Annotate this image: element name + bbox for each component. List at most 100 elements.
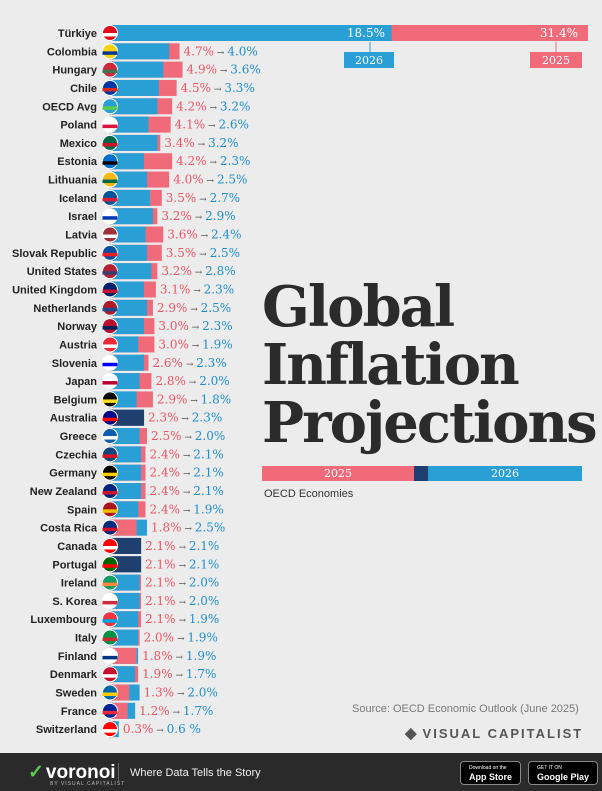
value-label-2026: 2.0% [195,429,226,443]
flag-stripe [102,87,118,92]
bar-2026 [110,354,145,371]
value-label-2025: 4.0% [173,173,204,187]
value-label-2026: 2.0% [189,576,220,590]
category-label: Costa Rica [40,523,98,535]
value-label: 2.9% → 2.5% [157,301,231,315]
bar-2026 [110,574,140,591]
bar-2026 [110,189,150,206]
value-label: 0.3% → 0.6 % [123,722,201,736]
value-label-2025: 2.4% [150,484,181,498]
value-label-2025: 1.3% [144,686,175,700]
value-label: 4.5% → 3.3% [181,81,255,95]
year-tag-2026-label: 2026 [355,54,383,67]
value-label-2026: 1.9% [202,337,233,351]
category-label: Switzerland [36,724,97,736]
value-label-2026: 2.3% [196,356,227,370]
category-label: Poland [60,120,97,132]
value-label-2026: 2.3% [202,319,233,333]
bar-2026 [110,208,153,225]
value-label-2025: 3.2% [161,209,192,223]
value-label: 3.0% → 1.9% [158,337,232,351]
bar-2026 [110,281,145,298]
arrow-icon: → [192,268,205,278]
flag-stripe [102,692,118,697]
bar-2026 [110,336,139,353]
flag-stripe [102,216,118,220]
category-label: Austria [59,339,98,351]
arrow-icon: → [207,158,220,168]
value-label: 1.8% → 2.5% [151,521,225,535]
chart-title: Global Inflation Projections [262,274,598,452]
value-label-2025: 2.4% [150,502,181,516]
bar-2026 [110,629,139,646]
flag-stripe [102,545,118,550]
bar-2026 [110,134,158,151]
arrow-icon: → [196,250,209,260]
arrow-icon: → [180,506,193,516]
voronoi-logo-text: voronoi [45,762,116,783]
arrow-icon: → [217,67,230,77]
value-label: 2.1% → 2.1% [145,557,219,571]
bar-2026 [110,446,142,463]
category-label: Luxembourg [30,614,97,626]
value-label: 2.9% → 1.8% [157,392,231,406]
voronoi-logo[interactable]: ✓ voronoi [28,761,116,784]
bar-chart: Türkiye 18.5% 31.4% 2026 2025 Colombia 4.7% → … [12,25,588,740]
arrow-icon: → [176,580,189,590]
arrow-icon: → [182,433,195,443]
value-label-2025: 2.8% [155,374,186,388]
value-label-2026: 2.9% [205,209,236,223]
value-label-2025: 2.5% [151,429,182,443]
flag-stripe [102,729,118,733]
arrow-icon: → [180,470,193,480]
value-label-2026: 3.3% [224,81,255,95]
flag-stripe [102,344,118,348]
value-label-2026: 2.5% [217,173,248,187]
bar-2026 [110,244,147,261]
flag-stripe [102,234,118,239]
value-label-2026: 2.6% [218,118,249,132]
category-label: Canada [57,541,98,553]
tagline: Where Data Tells the Story [130,767,261,779]
value-label-2026: 3.6% [230,63,261,77]
flag-stripe [102,674,118,678]
arrow-icon: → [189,323,202,333]
category-label: Sweden [55,688,97,700]
arrow-icon: → [211,85,224,95]
value-label: 2.1% → 2.0% [145,576,219,590]
value-label-2025: 2.1% [145,557,176,571]
title-line-2: Inflation [262,332,520,398]
category-label: Czechia [55,449,97,461]
value-label-2026: 1.7% [183,704,214,718]
app-store-label: App Store [469,772,513,782]
bar-2026 [110,592,140,609]
arrow-icon: → [170,708,183,718]
bar-2026 [110,171,147,188]
google-play-button[interactable]: GET IT ON Google Play [528,761,599,785]
arrow-icon: → [187,305,200,315]
category-label: Germany [49,468,98,480]
flag-stripe [102,69,118,74]
value-label-2026: 2.1% [193,466,224,480]
flag-stripe [102,307,118,312]
divider [118,763,119,781]
bar-2026 [110,611,139,628]
title-line-1: Global [262,274,455,340]
google-play-small-label: GET IT ON [537,765,562,771]
bar-2026 [110,263,152,280]
value-label-2025: 2.1% [145,576,176,590]
bar-2026 [110,61,164,78]
value-label-2026: 1.9% [193,502,224,516]
category-label: United Kingdom [12,284,97,296]
value-label: 3.0% → 2.3% [158,319,232,333]
value-label-2026: 1.8% [201,392,232,406]
value-label: 2.8% → 2.0% [155,374,229,388]
app-store-button[interactable]: Download on the App Store [460,761,522,785]
arrow-icon: → [153,726,166,736]
arrow-icon: → [190,286,203,296]
year-tag-2025-label: 2025 [542,54,570,67]
value-label-2026: 1.9% [186,649,217,663]
flag-stripe [102,417,118,422]
flag-stripe [102,472,118,477]
brand-name: VISUAL CAPITALIST [422,726,584,741]
